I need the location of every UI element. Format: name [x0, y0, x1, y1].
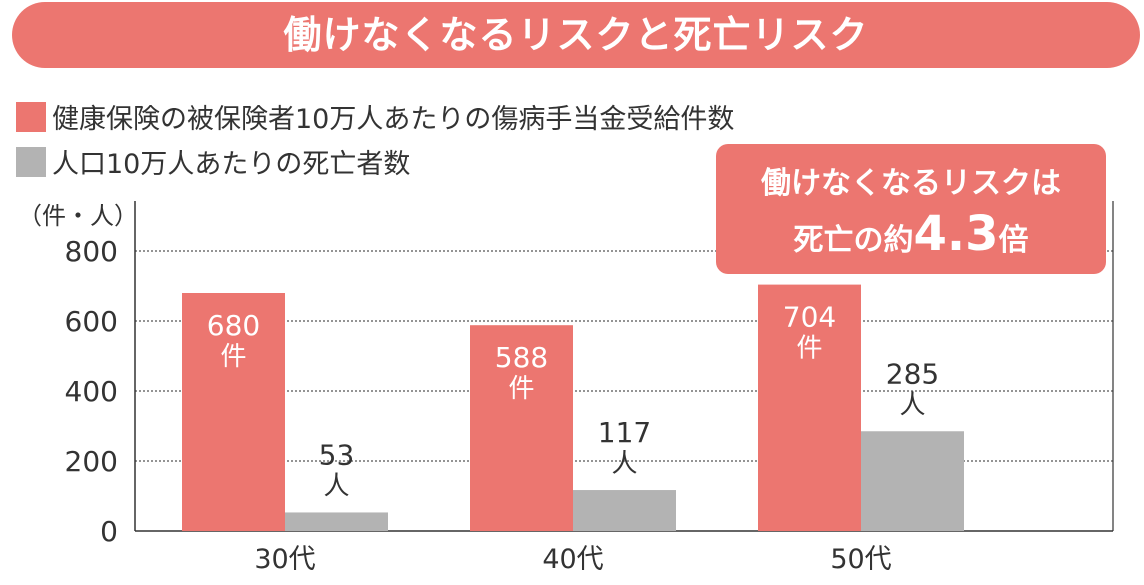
- data-label: 117: [598, 416, 651, 449]
- y-axis-unit: （件・人）: [18, 202, 138, 230]
- y-tick-label: 400: [65, 375, 118, 408]
- data-label-unit: 件: [796, 334, 822, 364]
- bar-deaths: [861, 431, 964, 531]
- annotation-prefix: 死亡の約: [793, 223, 914, 258]
- bar-deaths: [285, 512, 388, 531]
- y-tick-label: 600: [65, 305, 118, 338]
- annotation-value: 4.3: [913, 206, 999, 262]
- y-tick-label: 0: [100, 515, 118, 548]
- annotation-suffix: 倍: [998, 223, 1029, 258]
- data-label-unit: 人: [323, 471, 349, 501]
- annotation-callout: 働けなくなるリスクは 死亡の約4.3倍: [716, 144, 1106, 274]
- x-tick-label: 50代: [830, 544, 891, 575]
- bar-claims: [758, 284, 861, 531]
- legend-item-deaths: 人口10万人あたりの死亡者数: [16, 142, 410, 181]
- data-label: 53: [319, 438, 355, 471]
- bar-deaths: [573, 490, 676, 531]
- data-label: 285: [886, 357, 939, 390]
- data-label: 680: [207, 309, 260, 342]
- legend-item-claims: 健康保険の被保険者10万人あたりの傷病手当金受給件数: [16, 97, 734, 136]
- chart-title: 働けなくなるリスクと死亡リスク: [12, 2, 1140, 68]
- data-label-unit: 件: [508, 374, 534, 404]
- data-label: 704: [783, 301, 836, 334]
- x-tick-label: 40代: [542, 544, 603, 575]
- annotation-line2: 死亡の約4.3倍: [716, 206, 1106, 262]
- annotation-line1: 働けなくなるリスクは: [761, 166, 1061, 201]
- legend-swatch-gray: [16, 146, 46, 177]
- legend-label: 人口10万人あたりの死亡者数: [52, 149, 411, 180]
- legend-swatch-red: [16, 101, 46, 132]
- data-label: 588: [495, 341, 548, 374]
- bar-claims: [182, 293, 285, 531]
- data-label-unit: 件: [220, 342, 246, 372]
- y-tick-label: 200: [65, 445, 118, 478]
- data-label-unit: 人: [899, 390, 925, 420]
- bar-claims: [470, 325, 573, 531]
- legend-label: 健康保険の被保険者10万人あたりの傷病手当金受給件数: [52, 104, 735, 135]
- x-tick-label: 30代: [254, 544, 315, 575]
- data-label-unit: 人: [611, 449, 637, 479]
- y-tick-label: 800: [65, 235, 118, 268]
